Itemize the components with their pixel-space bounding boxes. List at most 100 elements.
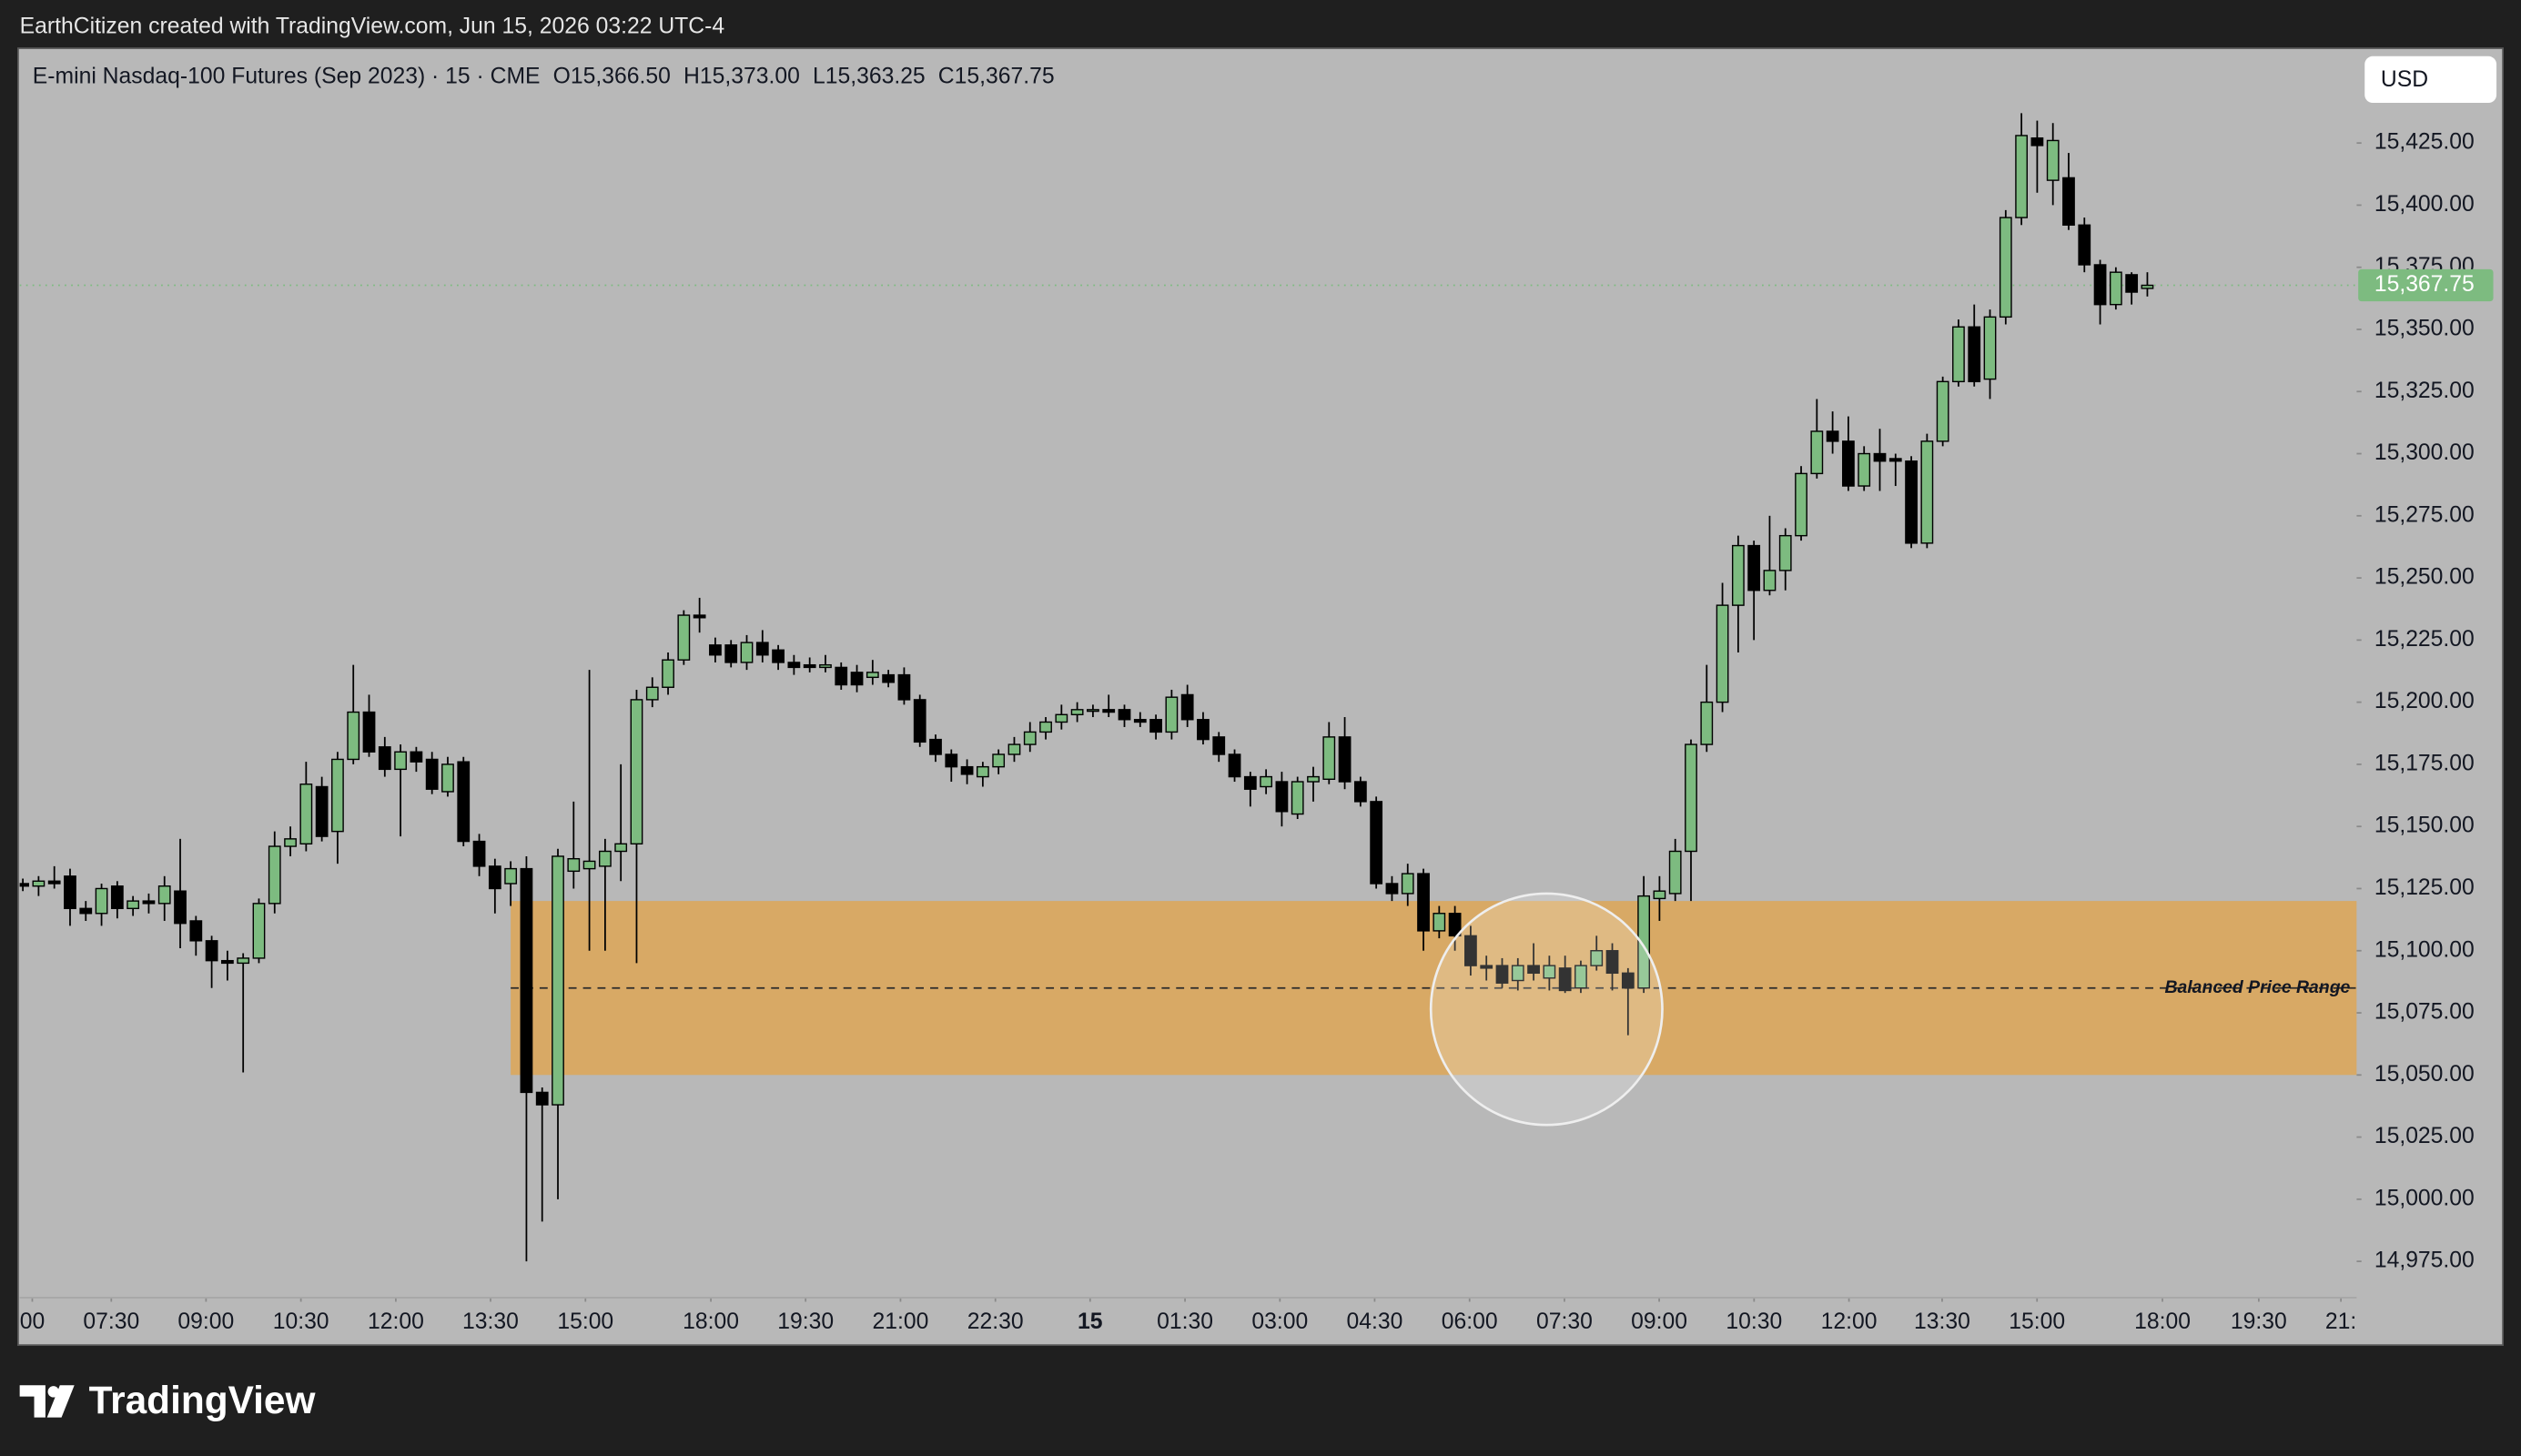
candle-body bbox=[535, 1091, 549, 1106]
y-tick-label: 14,975.00 bbox=[2374, 1249, 2475, 1273]
candle-body bbox=[1087, 709, 1099, 713]
candle-body bbox=[299, 784, 313, 845]
candle-body bbox=[1133, 719, 1147, 723]
candle-body bbox=[1999, 217, 2012, 318]
candle-body bbox=[1716, 604, 1729, 703]
candle-body bbox=[1590, 950, 1604, 966]
legend-title: E-mini Nasdaq-100 Futures (Sep 2023) · 1… bbox=[33, 64, 541, 88]
candle-body bbox=[1511, 965, 1524, 982]
candle-body bbox=[1118, 709, 1131, 721]
candle-body bbox=[1401, 873, 1414, 895]
y-tick-label: 15,175.00 bbox=[2374, 751, 2475, 775]
candle-body bbox=[347, 711, 360, 761]
price-axis: 14,975.00 15,000.00 15,025.00 15,050.00 15,0… bbox=[2356, 130, 2494, 1273]
x-tick-label: 12:00 bbox=[1821, 1309, 1878, 1334]
candle-body bbox=[1007, 743, 1021, 755]
x-tick-label: 01:30 bbox=[1157, 1309, 1213, 1334]
x-tick-label: 13:30 bbox=[1914, 1309, 1970, 1334]
candle-body bbox=[410, 751, 423, 763]
candle-body bbox=[441, 763, 454, 793]
candle-body bbox=[47, 880, 61, 885]
candle-body bbox=[2109, 271, 2122, 306]
highlight-circle bbox=[1429, 892, 1664, 1127]
candle-body bbox=[1433, 913, 1446, 932]
y-tick-label: 15,025.00 bbox=[2374, 1124, 2475, 1148]
currency-label[interactable]: USD bbox=[2381, 67, 2428, 92]
y-tick-label: 15,125.00 bbox=[2374, 875, 2475, 900]
y-tick-label: 15,150.00 bbox=[2374, 814, 2475, 838]
x-tick-label: 21:00 bbox=[873, 1309, 929, 1334]
candle-body bbox=[755, 642, 769, 656]
candle-body bbox=[1668, 850, 1682, 895]
candle-body bbox=[1826, 430, 1839, 442]
candle-body bbox=[504, 867, 518, 885]
candle-body bbox=[1180, 693, 1194, 721]
x-tick-label: 10:30 bbox=[273, 1309, 329, 1334]
candle-body bbox=[787, 662, 801, 669]
x-tick-label: 22:30 bbox=[967, 1309, 1024, 1334]
candle-body bbox=[1149, 719, 1162, 733]
candle-body bbox=[1039, 721, 1052, 733]
candle-body bbox=[1920, 440, 1934, 544]
last-price-label: 15,367.75 bbox=[2374, 272, 2475, 297]
candle-body bbox=[32, 880, 46, 887]
candle-body bbox=[882, 673, 896, 683]
candle-body bbox=[1055, 713, 1068, 723]
candle-body bbox=[174, 890, 187, 925]
candle-body bbox=[1197, 719, 1210, 741]
candle-body bbox=[1212, 736, 1226, 755]
candle-body bbox=[992, 753, 1006, 768]
candle-body bbox=[457, 761, 471, 843]
candle-body bbox=[488, 865, 501, 890]
candle-body bbox=[425, 758, 439, 790]
candle-body bbox=[1417, 873, 1430, 932]
time-axis: 00 07:30 09:00 10:30 12:00 13:30 15:00 18:00 19:… bbox=[20, 1298, 2356, 1334]
candle-body bbox=[645, 686, 659, 701]
candle-body bbox=[284, 838, 297, 847]
last-price-box bbox=[2358, 268, 2494, 302]
candle-body bbox=[1448, 913, 1462, 937]
candle-body bbox=[1275, 781, 1289, 813]
candle-body bbox=[1307, 775, 1320, 783]
candle-body bbox=[1480, 965, 1493, 969]
candle-body bbox=[2062, 177, 2075, 226]
zone-label: Balanced Price Range bbox=[2164, 977, 2350, 997]
candle-body bbox=[819, 663, 832, 669]
brand-name: TradingView bbox=[89, 1379, 317, 1421]
candle-body bbox=[1558, 967, 1572, 992]
x-tick-label: 21: bbox=[2325, 1309, 2356, 1334]
x-tick-label: 04:30 bbox=[1347, 1309, 1403, 1334]
candle-body bbox=[1936, 380, 1949, 442]
candle-body bbox=[1338, 736, 1352, 783]
y-tick-label: 15,200.00 bbox=[2374, 689, 2475, 713]
candle-body bbox=[709, 644, 722, 656]
x-tick-label: 06:00 bbox=[1442, 1309, 1498, 1334]
candle-body bbox=[1322, 736, 1336, 781]
y-tick-label: 15,425.00 bbox=[2374, 130, 2475, 155]
candle-body bbox=[866, 672, 879, 679]
x-tick-label: 19:30 bbox=[777, 1309, 834, 1334]
candle-body bbox=[1983, 316, 1997, 380]
candle-body bbox=[598, 850, 612, 867]
y-tick-label: 15,400.00 bbox=[2374, 192, 2475, 217]
candle-body bbox=[693, 614, 706, 619]
currency-button[interactable] bbox=[2364, 56, 2497, 104]
candle-body bbox=[315, 785, 329, 837]
candle-body bbox=[929, 738, 942, 755]
candle-body bbox=[2078, 224, 2091, 266]
candle-body bbox=[1858, 452, 1871, 487]
logo-mark bbox=[19, 1385, 46, 1418]
x-tick-label: 07:30 bbox=[1536, 1309, 1593, 1334]
x-tick-label: 15 bbox=[1078, 1309, 1103, 1334]
candle-body bbox=[157, 885, 171, 905]
candle-body bbox=[1700, 701, 1714, 745]
candle-body bbox=[394, 751, 407, 771]
candle-body bbox=[2030, 136, 2044, 147]
candle-body bbox=[803, 663, 816, 669]
attribution: EarthCitizen created with TradingView.co… bbox=[20, 15, 725, 39]
candle-body bbox=[1023, 731, 1037, 745]
candle-body bbox=[630, 699, 643, 845]
y-tick-label: 15,300.00 bbox=[2374, 440, 2475, 465]
candle-body bbox=[1370, 801, 1383, 885]
